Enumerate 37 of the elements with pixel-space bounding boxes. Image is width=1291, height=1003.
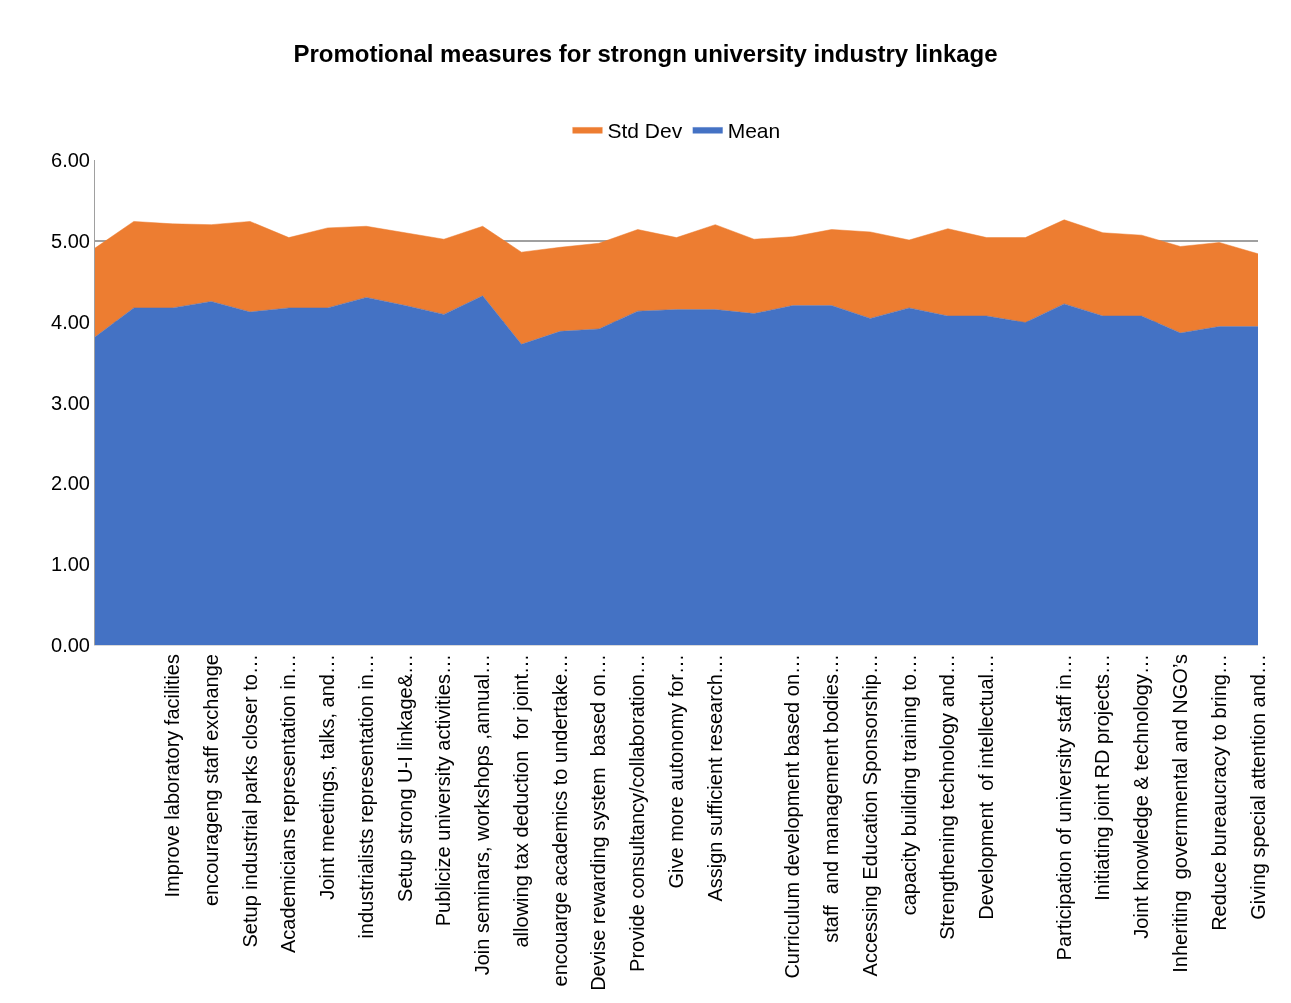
x-tick-label: industrialists representation in… [354, 654, 377, 939]
x-tick-label: Give more autonomy for… [665, 654, 687, 889]
x-tick-label: Initiating joint RD projects… [1091, 654, 1114, 901]
x-tick-label: Strengthening technology and… [936, 654, 959, 940]
x-tick-label: Participation of university staff in… [1052, 654, 1075, 961]
x-tick-label: Provide consultancy/collaboration… [626, 654, 649, 972]
x-tick-label: Curriculum development based on… [781, 654, 804, 979]
x-tick-label: Joint meetings, talks, and… [316, 654, 339, 900]
x-tick-label: Publicize university activities… [432, 654, 455, 927]
x-tick-label: Improve laboratory facilities [161, 654, 184, 898]
chart-title: Promotional measures for strongn university industry linkage [293, 39, 998, 67]
x-tick-label: Joint knowledge & technology… [1130, 654, 1153, 939]
y-tick-label: 2.00 [51, 472, 90, 495]
y-tick-label: 6.00 [51, 149, 90, 171]
x-tick-label: Setup strong U-I linkage&… [393, 654, 416, 902]
y-tick-label: 3.00 [51, 391, 90, 414]
x-tick-label: allowing tax deduction for joint… [509, 654, 532, 948]
x-tick-label: Inheriting governmental and NGO’s [1168, 654, 1191, 973]
x-tick-label: staff and management bodies… [820, 654, 843, 943]
x-tick-label: encourageng staff exchange [199, 654, 222, 907]
x-tick-label: Reduce bureaucracy to bring… [1207, 654, 1230, 931]
legend-label: Mean [727, 118, 781, 142]
x-tick-label: encouarge academics to undertake… [548, 654, 571, 987]
x-tick-label: Assign sufficient research… [703, 654, 726, 902]
x-tick-label: Academicians representation in… [277, 654, 300, 954]
y-tick-label: 5.00 [51, 229, 90, 252]
x-tick-label: Devise rewarding system based on… [587, 654, 610, 991]
legend-label: Std Dev [607, 118, 683, 142]
y-tick-label: 4.00 [51, 310, 90, 333]
x-tick-label: Giving special attention and… [1246, 654, 1269, 920]
x-tick-label: Development of intellectual… [975, 654, 998, 920]
y-tick-label: 1.00 [51, 553, 90, 576]
y-tick-label: 0.00 [51, 634, 90, 656]
x-tick-label: Accessing Education Sponsorship… [858, 654, 881, 977]
x-tick-label: Setup industrial parks closer to… [238, 654, 261, 948]
x-tick-label: capacity building training to… [897, 654, 920, 916]
x-tick-label: Join seminars, workshops ,annual… [471, 654, 494, 976]
